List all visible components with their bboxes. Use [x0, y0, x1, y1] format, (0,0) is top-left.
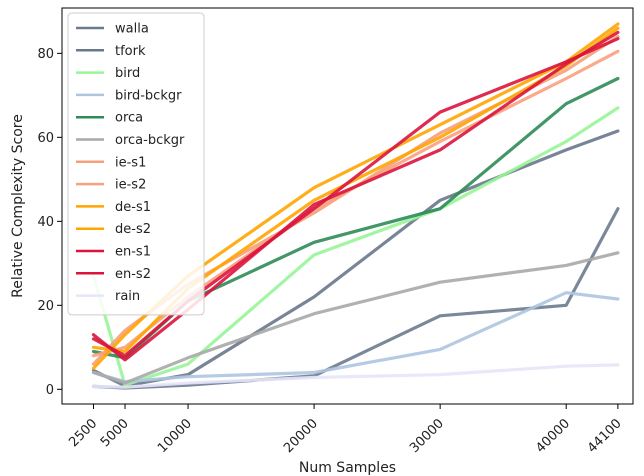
x-tick-label: 40000: [533, 416, 573, 456]
legend-label-en-s1: en-s1: [115, 245, 151, 260]
legend-label-rain: rain: [115, 289, 140, 304]
x-tick-label: 44100: [585, 416, 625, 456]
legend-label-de-s1: de-s1: [115, 200, 151, 215]
legend-label-tfork: tfork: [115, 44, 146, 59]
y-tick-label: 0: [46, 383, 54, 398]
x-tick-label: 20000: [281, 416, 321, 456]
series-layer: [91, 22, 620, 390]
series-line-orca: [91, 76, 620, 360]
legend-label-de-s2: de-s2: [115, 222, 151, 237]
y-axis: 0 20 40 60 80: [37, 47, 62, 398]
x-tick-label: 10000: [155, 416, 195, 456]
legend-label-bird-bckgr: bird-bckgr: [115, 88, 182, 103]
x-tick-label: 5000: [98, 416, 132, 450]
legend: walla tfork bird bird-bckgr orca orca-bckgr ie…: [67, 12, 205, 316]
y-axis-title: Relative Complexity Score: [10, 114, 26, 298]
x-tick-label: 2500: [66, 416, 100, 450]
series-line-ie-s1: [91, 34, 620, 366]
x-axis-title: Num Samples: [299, 460, 396, 476]
legend-box: [67, 12, 205, 316]
legend-label-ie-s2: ie-s2: [115, 178, 146, 193]
series-line-en-s2: [91, 30, 620, 362]
y-tick-label: 60: [37, 131, 54, 146]
y-tick-label: 40: [37, 215, 54, 230]
y-tick-label: 80: [37, 47, 54, 62]
legend-label-bird: bird: [115, 66, 140, 81]
y-tick-label: 20: [37, 299, 54, 314]
series-line-orca-bckgr: [91, 251, 620, 385]
legend-label-walla: walla: [115, 22, 149, 37]
series-line-rain: [91, 363, 620, 389]
series-line-en-s1: [91, 37, 620, 358]
legend-label-orca: orca: [115, 111, 143, 126]
series-line-de-s2: [91, 26, 620, 354]
x-tick-label: 30000: [407, 416, 447, 456]
plot-frame: [61, 7, 634, 405]
legend-label-en-s2: en-s2: [115, 267, 151, 282]
legend-label-ie-s1: ie-s1: [115, 155, 146, 170]
series-line-bird: [91, 106, 620, 387]
legend-label-orca-bckgr: orca-bckgr: [115, 133, 185, 148]
